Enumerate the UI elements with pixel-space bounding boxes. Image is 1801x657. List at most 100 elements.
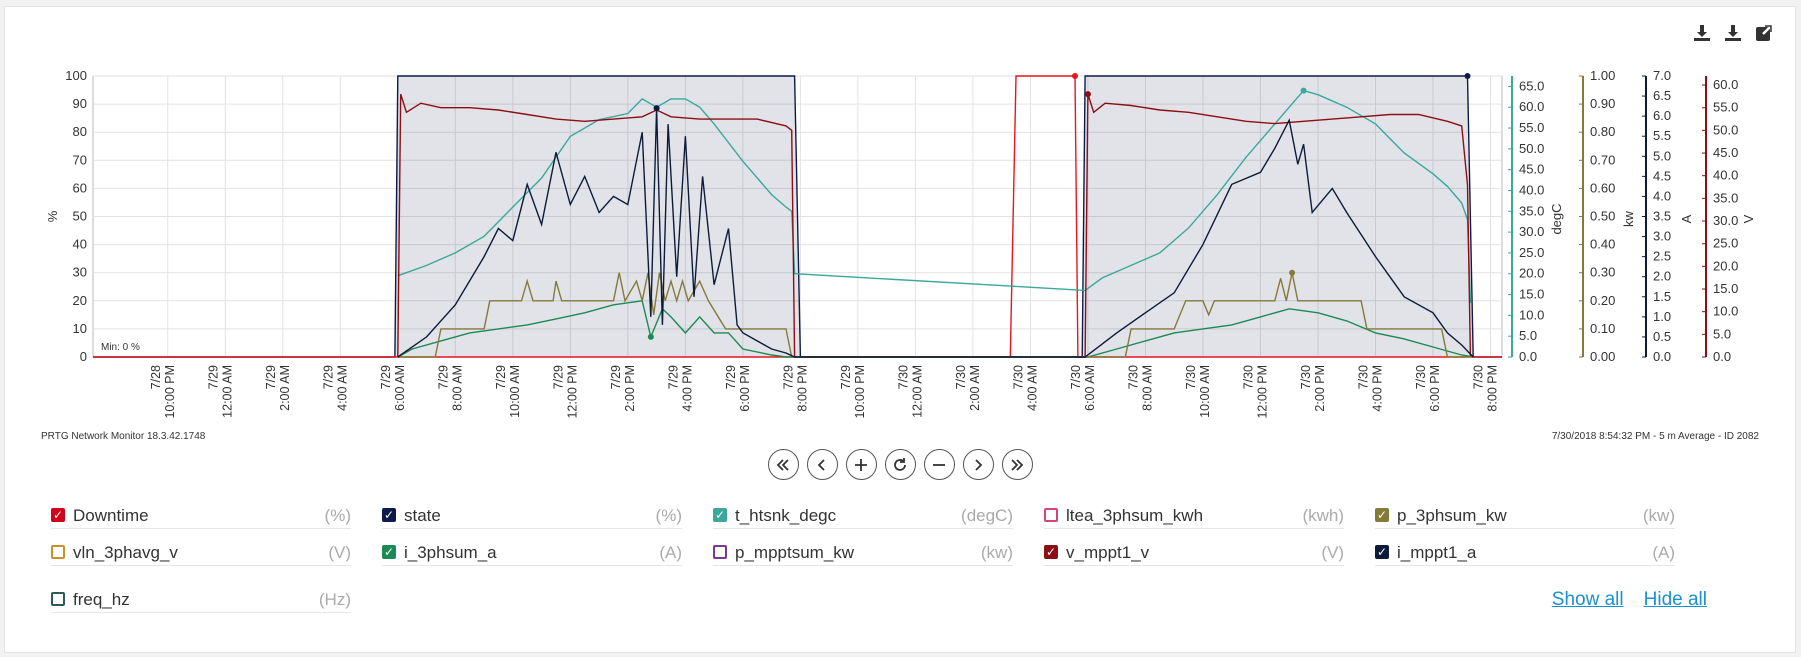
x-tick-label: 7/308:00 AM <box>1126 365 1154 411</box>
legend-item-vln-3phavg-v[interactable]: vln_3phavg_v (V) <box>51 541 351 566</box>
checked-checkbox-icon[interactable]: ✓ <box>1044 545 1058 559</box>
y-tick-label-pct: 90 <box>73 96 87 111</box>
legend-item-label: ltea_3phsum_kwh <box>1066 506 1204 525</box>
legend-item-state[interactable]: ✓ state (%) <box>382 504 682 529</box>
y-tick-label-volt: 35.0 <box>1713 190 1738 205</box>
y-tick-label-pct: 60 <box>73 180 87 195</box>
y-tick-label-degc: 45.0 <box>1519 162 1544 177</box>
y-tick-label-kw: 0.00 <box>1590 349 1615 364</box>
y-tick-label-amp: 4.0 <box>1653 188 1671 203</box>
legend-item-v-mppt1-v[interactable]: ✓ v_mppt1_v (V) <box>1044 541 1344 566</box>
line-chart[interactable]: 0 10 20 30 40 50 60 70 80 90 100% 7/2810:00 PM 7/291… <box>5 7 1795 427</box>
x-tick-label: 7/306:00 AM <box>1069 365 1097 411</box>
x-tick-label: 7/302:00 PM <box>1299 365 1327 412</box>
y-axis-label-kw: kw <box>1621 210 1636 227</box>
show-all-link[interactable]: Show all <box>1551 589 1624 610</box>
y-tick-label-volt: 5.0 <box>1713 326 1731 341</box>
x-tick-label: 7/308:00 PM <box>1471 365 1499 412</box>
zoom-in-button[interactable] <box>845 449 877 480</box>
y-tick-label-amp: 5.5 <box>1653 128 1671 143</box>
y-tick-label-amp: 6.5 <box>1653 88 1671 103</box>
y-tick-label-amp: 6.0 <box>1653 108 1671 123</box>
first-page-button[interactable] <box>767 449 799 480</box>
checked-checkbox-icon[interactable]: ✓ <box>1375 545 1389 559</box>
legend-item-freq-hz[interactable]: freq_hz (Hz) <box>51 588 351 613</box>
legend-item-i-3phsum-a[interactable]: ✓ i_3phsum_a (A) <box>382 541 682 566</box>
y-tick-label-amp: 0.5 <box>1653 329 1671 344</box>
last-page-button[interactable] <box>1001 449 1033 480</box>
download-csv-icon[interactable] <box>1723 23 1742 42</box>
data-point-marker <box>1300 87 1307 94</box>
x-tick-label: 7/294:00 PM <box>666 365 694 412</box>
y-tick-label-degc: 40.0 <box>1519 182 1544 197</box>
legend-item-label: i_mppt1_a <box>1397 543 1477 562</box>
legend-item-ltea-3phsum-kwh[interactable]: ltea_3phsum_kwh (kwh) <box>1044 504 1344 529</box>
legend-item-unit: (%) <box>324 506 351 525</box>
next-button[interactable] <box>962 449 994 480</box>
x-tick-label: 7/3010:00 AM <box>1184 365 1212 418</box>
expand-icon[interactable] <box>1754 23 1773 42</box>
x-tick-label: 7/2810:00 PM <box>149 365 177 419</box>
x-tick-label: 7/292:00 PM <box>609 365 637 412</box>
y-tick-label-degc: 20.0 <box>1519 266 1544 281</box>
unchecked-checkbox-icon[interactable] <box>51 545 65 559</box>
y-tick-label-amp: 2.5 <box>1653 249 1671 264</box>
unchecked-checkbox-icon[interactable] <box>51 592 65 606</box>
legend-item-unit: (Hz) <box>318 590 351 609</box>
legend-item-unit: (V) <box>328 543 351 562</box>
y-tick-label-pct: 30 <box>73 265 87 280</box>
y-tick-label-degc: 5.0 <box>1519 328 1537 343</box>
checked-checkbox-icon[interactable]: ✓ <box>1375 508 1389 522</box>
y-tick-label-volt: 45.0 <box>1713 145 1738 160</box>
checked-checkbox-icon[interactable]: ✓ <box>51 508 65 522</box>
unchecked-checkbox-icon[interactable] <box>1044 508 1058 522</box>
y-tick-label-amp: 0.0 <box>1653 349 1671 364</box>
y-tick-label-degc: 50.0 <box>1519 141 1544 156</box>
y-axis-label-degc: degC <box>1549 203 1564 234</box>
checked-checkbox-icon[interactable]: ✓ <box>713 508 727 522</box>
reset-button[interactable] <box>884 449 916 480</box>
legend-item-p-mpptsum-kw[interactable]: p_mpptsum_kw (kw) <box>713 541 1013 566</box>
legend-item-i-mppt1-a[interactable]: ✓ i_mppt1_a (A) <box>1375 541 1675 566</box>
checked-checkbox-icon[interactable]: ✓ <box>382 508 396 522</box>
legend-item-t-htsnk-degc[interactable]: ✓ t_htsnk_degc (degC) <box>713 504 1013 529</box>
chevron-right-icon <box>975 458 983 471</box>
y-tick-label-volt: 25.0 <box>1713 236 1738 251</box>
y-tick-label-degc: 60.0 <box>1519 99 1544 114</box>
y-tick-label-degc: 0.0 <box>1519 349 1537 364</box>
y-tick-label-kw: 0.10 <box>1590 321 1615 336</box>
download-png-icon[interactable] <box>1692 23 1711 42</box>
legend-item-unit: (kw) <box>1642 506 1675 525</box>
legend-item-downtime[interactable]: ✓ Downtime (%) <box>51 504 351 529</box>
previous-button[interactable] <box>806 449 838 480</box>
y-tick-label-degc: 25.0 <box>1519 245 1544 260</box>
y-tick-label-volt: 60.0 <box>1713 77 1738 92</box>
y-tick-label-kw: 0.80 <box>1590 124 1615 139</box>
legend-item-p-3phsum-kw[interactable]: ✓ p_3phsum_kw (kw) <box>1375 504 1675 529</box>
y-tick-label-degc: 15.0 <box>1519 287 1544 302</box>
y-tick-label-kw: 0.30 <box>1590 265 1615 280</box>
refresh-icon <box>894 457 906 471</box>
legend-item-unit: (A) <box>659 543 682 562</box>
y-tick-label-amp: 2.0 <box>1653 269 1671 284</box>
legend-item-label: Downtime <box>73 506 149 525</box>
y-tick-label-volt: 30.0 <box>1713 213 1738 228</box>
hide-all-link[interactable]: Hide all <box>1643 589 1707 610</box>
unchecked-checkbox-icon[interactable] <box>713 545 727 559</box>
y-tick-label-pct: 100 <box>65 68 87 83</box>
data-point-marker <box>1084 91 1091 98</box>
graph-toolbar <box>1692 23 1773 42</box>
legend-links: Show all Hide all <box>1552 589 1707 611</box>
y-tick-label-volt: 20.0 <box>1713 258 1738 273</box>
legend-item-unit: (A) <box>1652 543 1675 562</box>
x-tick-label: 7/2912:00 PM <box>551 365 579 419</box>
y-tick-label-degc: 65.0 <box>1519 78 1544 93</box>
checked-checkbox-icon[interactable]: ✓ <box>382 545 396 559</box>
double-chevron-left-icon <box>776 458 789 471</box>
zoom-out-button[interactable] <box>923 449 955 480</box>
x-tick-label: 7/3012:00 PM <box>1241 365 1269 419</box>
y-tick-label-kw: 0.20 <box>1590 293 1615 308</box>
series-line-i-3phsum-a <box>397 300 1474 358</box>
double-chevron-right-icon <box>1011 458 1024 471</box>
legend-item-label: v_mppt1_v <box>1066 543 1150 562</box>
